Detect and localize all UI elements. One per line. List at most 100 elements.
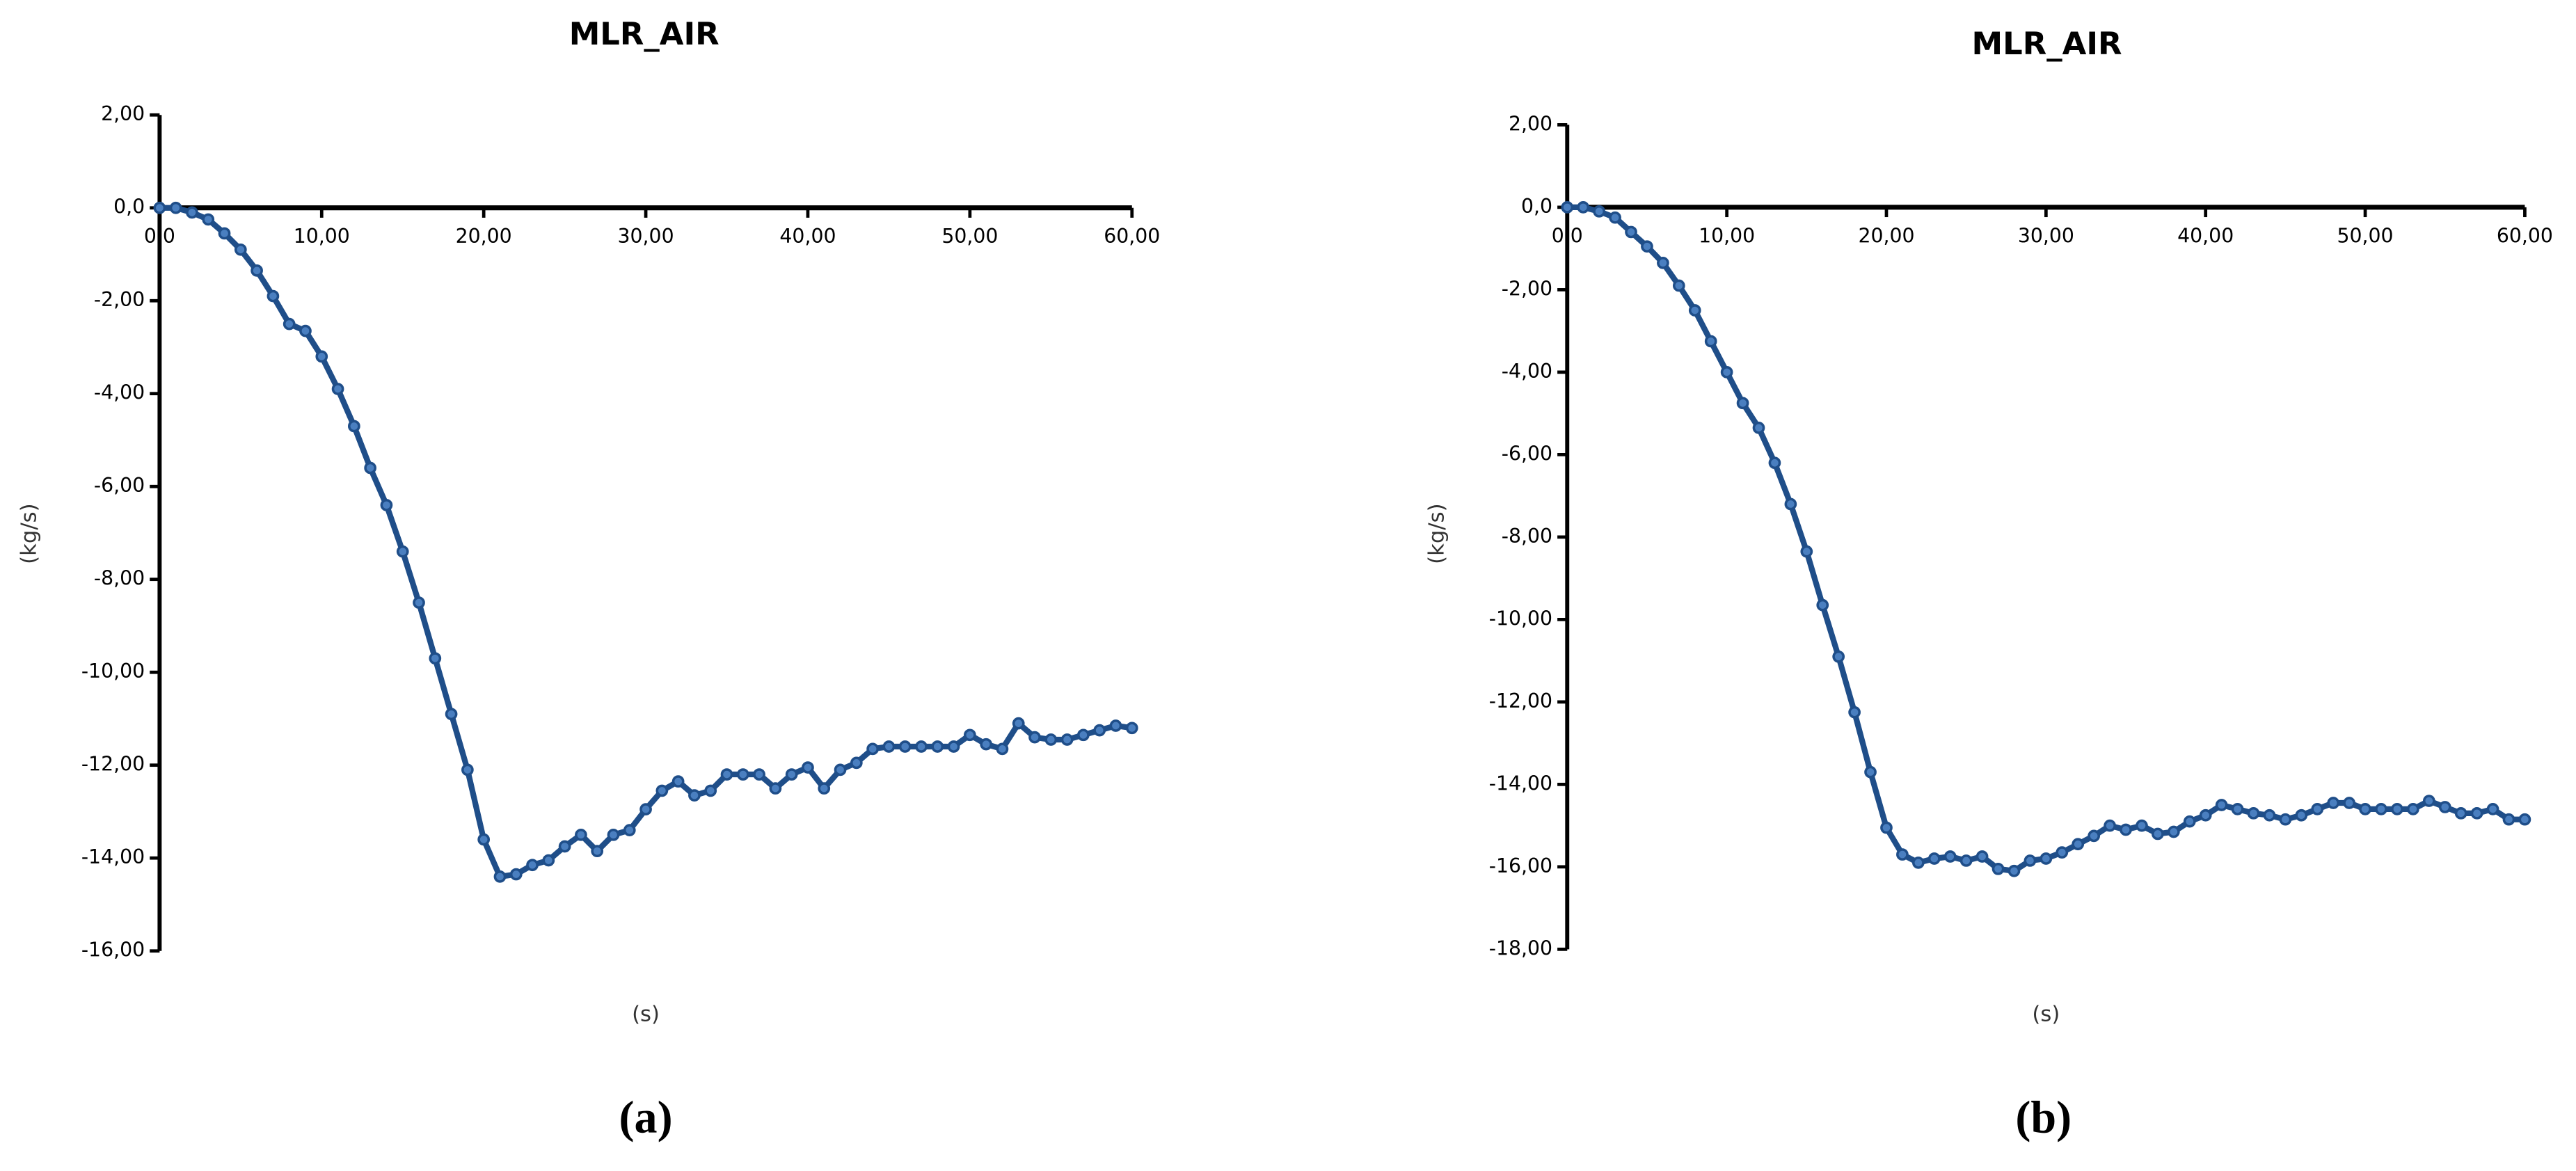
y-tick-label: -14,00 <box>1489 772 1552 795</box>
data-point <box>753 768 765 781</box>
data-point <box>1880 821 1893 834</box>
data-point <box>234 243 247 256</box>
y-tick-label: -14,00 <box>81 845 145 868</box>
data-point <box>2247 806 2260 820</box>
data-point <box>396 545 409 558</box>
data-point <box>1077 728 1090 742</box>
x-tick-label: 50,00 <box>941 225 998 248</box>
y-axis-label: (kg/s) <box>17 503 41 564</box>
data-point <box>202 213 215 226</box>
data-line <box>1567 204 2525 874</box>
x-tick-label: 10,00 <box>294 225 350 248</box>
data-point <box>736 768 749 781</box>
y-tick-label: -16,00 <box>1489 854 1552 877</box>
x-axis-label: (s) <box>632 1002 660 1026</box>
data-point <box>380 499 393 511</box>
data-point <box>671 775 685 788</box>
y-tick-label: 0,0 <box>1521 195 1552 218</box>
data-point <box>1577 201 1590 214</box>
data-point <box>2422 795 2435 807</box>
data-point <box>947 740 960 753</box>
data-point <box>655 784 669 797</box>
data-point <box>2391 803 2403 815</box>
data-point <box>1800 545 1813 558</box>
data-point <box>186 206 198 219</box>
data-point <box>1109 719 1122 732</box>
data-point <box>2215 799 2228 811</box>
data-point <box>2152 827 2164 841</box>
data-point <box>1593 205 1605 218</box>
data-point <box>509 868 523 881</box>
data-point <box>2518 813 2531 826</box>
x-tick-label: 30,00 <box>618 225 674 248</box>
data-point <box>251 264 263 277</box>
data-point <box>818 782 831 795</box>
data-point <box>882 740 896 753</box>
data-point <box>2454 806 2467 820</box>
data-point <box>591 845 604 858</box>
data-point <box>1012 717 1025 730</box>
data-point <box>834 763 847 776</box>
data-point <box>315 350 328 363</box>
data-point <box>299 324 312 337</box>
data-point <box>413 596 425 609</box>
data-point <box>720 768 733 781</box>
chart: MLR_AIR (kg/s) (s) (b) 2,00 0,0 -2,00 -4,00 -6,0… <box>1424 25 2553 1142</box>
data-point <box>1125 722 1138 735</box>
data-point <box>331 383 344 395</box>
data-point <box>218 227 231 240</box>
x-tick-label: 40,00 <box>2177 224 2234 247</box>
data-point <box>169 201 182 214</box>
data-point <box>2072 838 2085 851</box>
x-tick-label: 10,00 <box>1699 224 1755 247</box>
data-point <box>445 708 458 721</box>
data-point <box>2040 852 2053 865</box>
data-point <box>1752 422 1765 434</box>
data-point <box>2183 815 2196 828</box>
y-tick-label: -12,00 <box>81 753 145 776</box>
data-point <box>364 461 376 475</box>
data-point <box>1561 201 1574 214</box>
y-tick-label: 0,0 <box>113 196 145 218</box>
data-point <box>866 742 879 756</box>
data-point <box>1704 335 1717 348</box>
data-point <box>267 289 280 303</box>
data-point <box>2502 813 2515 826</box>
data-point <box>429 652 442 665</box>
data-point <box>1720 366 1733 379</box>
data-line <box>159 205 1133 880</box>
data-point <box>704 784 717 797</box>
x-tick-label: 60,00 <box>2497 224 2553 247</box>
data-point <box>2231 803 2244 815</box>
data-point <box>1688 304 1701 317</box>
data-point <box>153 201 166 214</box>
data-point <box>477 833 491 846</box>
data-point <box>2056 846 2069 859</box>
data-point <box>1736 397 1749 410</box>
data-point <box>283 317 296 330</box>
x-tick-label: 60,00 <box>1104 225 1160 248</box>
data-point <box>1832 650 1845 663</box>
data-point <box>607 828 620 841</box>
y-tick-label: -2,00 <box>1502 277 1552 300</box>
data-point <box>1028 731 1041 744</box>
data-point <box>688 789 701 802</box>
data-point <box>2486 803 2499 815</box>
data-point <box>558 840 571 853</box>
caption: (b) <box>2015 1092 2072 1142</box>
y-tick-label: 2,00 <box>1509 112 1552 135</box>
data-point <box>1060 733 1074 746</box>
x-tick-label: 0,0 <box>1552 224 1583 247</box>
data-point <box>1784 497 1797 511</box>
y-tick-label: -10,00 <box>1489 607 1552 630</box>
data-point <box>2407 803 2419 815</box>
data-point <box>542 854 555 867</box>
y-tick-label: -16,00 <box>81 939 145 962</box>
data-point <box>1991 862 2005 875</box>
data-point <box>639 803 652 815</box>
y-tick-label: 2,00 <box>101 102 145 125</box>
data-point <box>1657 257 1669 269</box>
data-point <box>2007 864 2021 877</box>
data-point <box>2295 808 2308 822</box>
